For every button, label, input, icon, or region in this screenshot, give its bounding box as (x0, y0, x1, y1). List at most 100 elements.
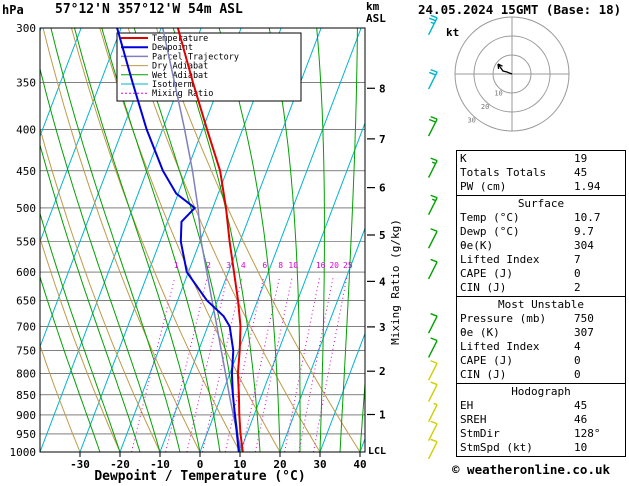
x-tick-label: -30 (70, 458, 90, 471)
km-axis-unit-line2: ASL (366, 12, 386, 25)
stat-label: Lifted Index (460, 253, 540, 266)
wet-adiabat-line (218, 28, 281, 452)
stat-value: 1.94 (574, 180, 601, 193)
km-tick-label: 1 (379, 409, 386, 422)
stat-value: 45 (574, 399, 588, 412)
mixing-ratio-line (224, 277, 264, 452)
stat-row: CIN (J) 2 (460, 281, 622, 295)
stat-label: θe(K) (460, 239, 494, 252)
x-tick-label: -20 (110, 458, 130, 471)
stat-row: CIN (J) 0 (460, 368, 622, 382)
pressure-tick-label: 800 (16, 367, 36, 380)
pressure-tick-label: 1000 (10, 446, 37, 459)
stat-value: 0 (574, 368, 581, 381)
stat-value: 750 (574, 312, 594, 325)
stat-label: Totals Totals (460, 166, 547, 179)
x-axis-title: Dewpoint / Temperature (°C) (94, 469, 306, 484)
dry-adiabat-line (40, 236, 121, 452)
wind-barb (427, 228, 438, 249)
mixing-ratio-value-label: 16 (316, 261, 326, 270)
mixing-ratio-value-label: 1 (174, 261, 179, 270)
stat-value: 7 (574, 253, 581, 266)
stat-label: CAPE (J) (460, 354, 513, 367)
isotherm-line (239, 121, 365, 452)
legend-box (116, 32, 302, 102)
stat-label: SREH (460, 413, 487, 426)
stat-label: CAPE (J) (460, 267, 513, 280)
section-title: Most Unstable (497, 298, 585, 311)
stat-value: 304 (574, 239, 594, 252)
wind-barb (427, 420, 438, 442)
mixing-ratio-value-label: 2 (206, 261, 211, 270)
wind-barb (427, 14, 438, 36)
legend-label: Dewpoint (152, 43, 193, 53)
stat-label: Pressure (mb) (460, 312, 547, 325)
stat-label: EH (460, 399, 474, 412)
mixing-ratio-value-label: 25 (343, 261, 353, 270)
stat-row: θe(K) 304 (460, 239, 622, 253)
datetime-title: 24.05.2024 15GMT (Base: 18) (418, 2, 622, 17)
stat-value: 2 (574, 281, 581, 294)
dewpoint-curve (116, 28, 240, 452)
stat-value: 19 (574, 152, 588, 165)
mixing-ratio-line (202, 277, 243, 452)
stat-label: θe (K) (460, 326, 500, 339)
wet-adiabat-line (40, 211, 121, 452)
hodograph-ring-label: 10 (494, 89, 502, 97)
pressure-tick-label: 650 (16, 294, 36, 307)
hodograph-arrowhead (497, 63, 503, 67)
isotherm-line (0, 28, 1, 452)
dry-adiabat-line (71, 28, 241, 452)
stat-row: CAPE (J) 0 (460, 354, 622, 368)
surface-section: Surface Temp (°C) 10.7 Dewp (°C) 9.7 θe(K)… (457, 195, 625, 296)
stat-label: StmSpd (kt) (460, 441, 533, 454)
mixing-ratio-axis-label: Mixing Ratio (g/kg) (389, 219, 402, 345)
legend-label: Isotherm (152, 80, 193, 90)
stat-row: θe (K) 307 (460, 326, 622, 340)
legend-label: Parcel Trajectory (152, 52, 239, 62)
stat-value: 0 (574, 354, 581, 367)
wind-barb (427, 438, 438, 460)
x-tick-label: -10 (150, 458, 170, 471)
pressure-tick-label: 300 (16, 22, 36, 35)
section-title: Surface (517, 197, 565, 210)
mixing-ratio-line (254, 277, 293, 452)
stat-row: PW (cm) 1.94 (460, 180, 622, 194)
copyright: © weatheronline.co.uk (452, 462, 611, 477)
dry-adiabat-line (156, 28, 361, 452)
stat-label: CIN (J) (460, 281, 507, 294)
legend-label: Wet Adiabat (152, 71, 208, 81)
section-title: Hodograph (511, 385, 571, 398)
stat-value: 0 (574, 267, 581, 280)
mixing-ratio-line (241, 277, 280, 452)
legend-label: Mixing Ratio (152, 89, 213, 99)
plot-border (39, 27, 366, 453)
hodograph-ring (454, 16, 570, 132)
legend-label: Dry Adiabat (152, 62, 208, 72)
pressure-tick-label: 600 (16, 266, 36, 279)
pressure-unit-label: hPa (2, 3, 24, 17)
pressure-tick-label: 700 (16, 320, 36, 333)
mixing-ratio-line (165, 277, 208, 452)
mixing-ratio-value-label: 3 (226, 261, 231, 270)
pressure-tick-label: 900 (16, 409, 36, 422)
wet-adiabat-line (40, 66, 161, 452)
stat-label: StmDir (460, 427, 500, 440)
wet-adiabat-line (50, 28, 181, 452)
km-axis-unit-label: km ASL (366, 1, 386, 25)
km-tick-label: 3 (379, 321, 386, 334)
mixing-ratio-line (298, 277, 334, 452)
wind-barb (427, 258, 438, 280)
x-tick-label: 40 (353, 458, 366, 471)
stat-row: Temp (°C) 10.7 (460, 211, 622, 225)
stat-row: Pressure (mb) 750 (460, 312, 622, 326)
wind-barb (427, 68, 438, 90)
stat-value: 10 (574, 441, 588, 454)
most-unstable-section: Most Unstable Pressure (mb) 750 θe (K) 307… (457, 296, 625, 383)
isotherm-line (319, 332, 365, 452)
wet-adiabat-line (40, 143, 141, 452)
stat-label: K (460, 152, 467, 165)
x-tick-label: 0 (197, 458, 204, 471)
pressure-tick-label: 750 (16, 345, 36, 358)
hodograph-ring (473, 35, 551, 113)
